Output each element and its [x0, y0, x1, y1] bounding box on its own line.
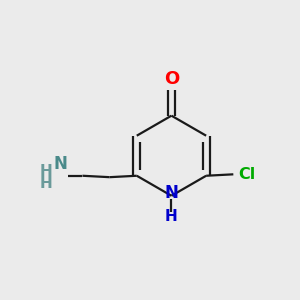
Text: H: H: [40, 164, 52, 179]
Text: H: H: [165, 209, 178, 224]
Text: N: N: [53, 155, 67, 173]
Text: H: H: [40, 176, 52, 191]
Text: N: N: [164, 184, 178, 202]
Text: Cl: Cl: [238, 167, 255, 182]
Text: O: O: [164, 70, 179, 88]
